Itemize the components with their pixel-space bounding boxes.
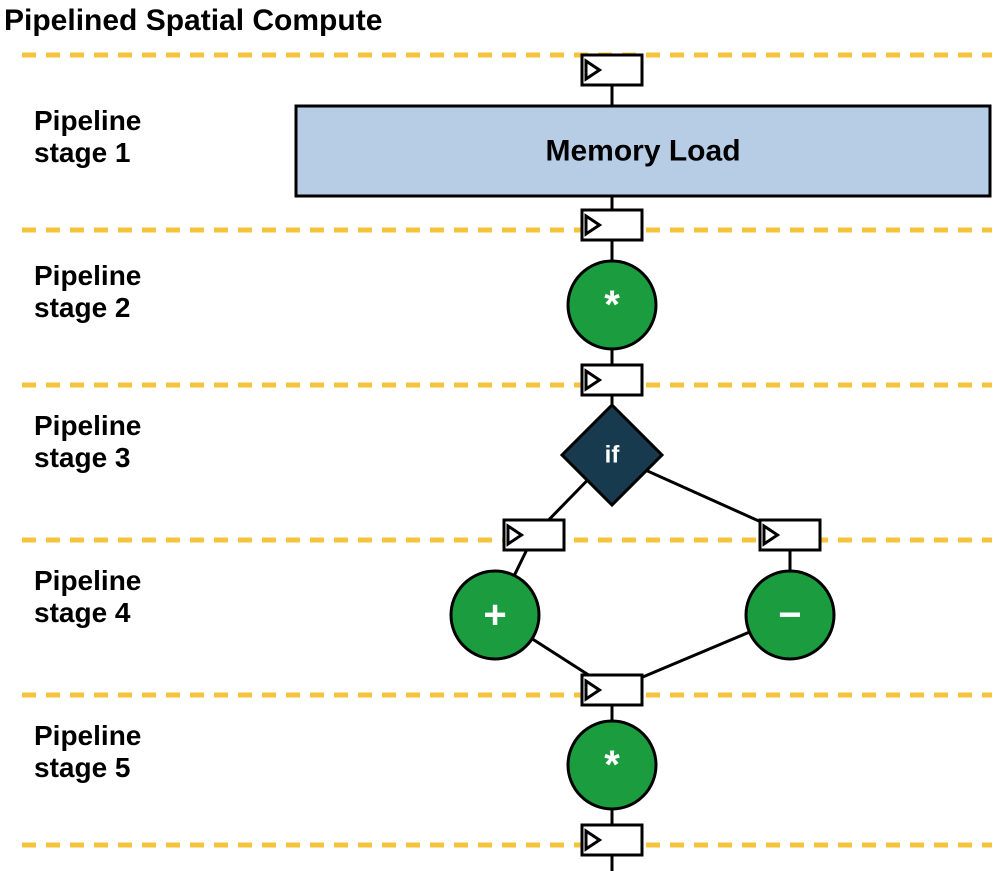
svg-text:*: * xyxy=(604,743,620,787)
register xyxy=(582,365,642,395)
register xyxy=(582,675,642,705)
register xyxy=(582,825,642,855)
register xyxy=(504,520,564,550)
register xyxy=(582,210,642,240)
stage-label: Pipelinestage 3 xyxy=(34,410,141,473)
memory-load-label: Memory Load xyxy=(545,135,740,168)
svg-text:+: + xyxy=(483,593,506,637)
stage-label: Pipelinestage 2 xyxy=(34,260,141,323)
multiply-node: * xyxy=(568,261,656,349)
stage-label: Pipelinestage 1 xyxy=(34,105,141,168)
svg-text:if: if xyxy=(605,442,621,469)
stage-label: Pipelinestage 4 xyxy=(34,565,141,628)
register xyxy=(582,55,642,85)
svg-text:−: − xyxy=(778,593,801,637)
subtract-node: − xyxy=(746,571,834,659)
register xyxy=(760,520,820,550)
add-node: + xyxy=(451,571,539,659)
svg-text:*: * xyxy=(604,283,620,327)
memory-load-node: Memory Load xyxy=(296,106,990,196)
diagram-title: Pipelined Spatial Compute xyxy=(4,4,382,37)
multiply-node: * xyxy=(568,721,656,809)
stage-label: Pipelinestage 5 xyxy=(34,720,141,783)
